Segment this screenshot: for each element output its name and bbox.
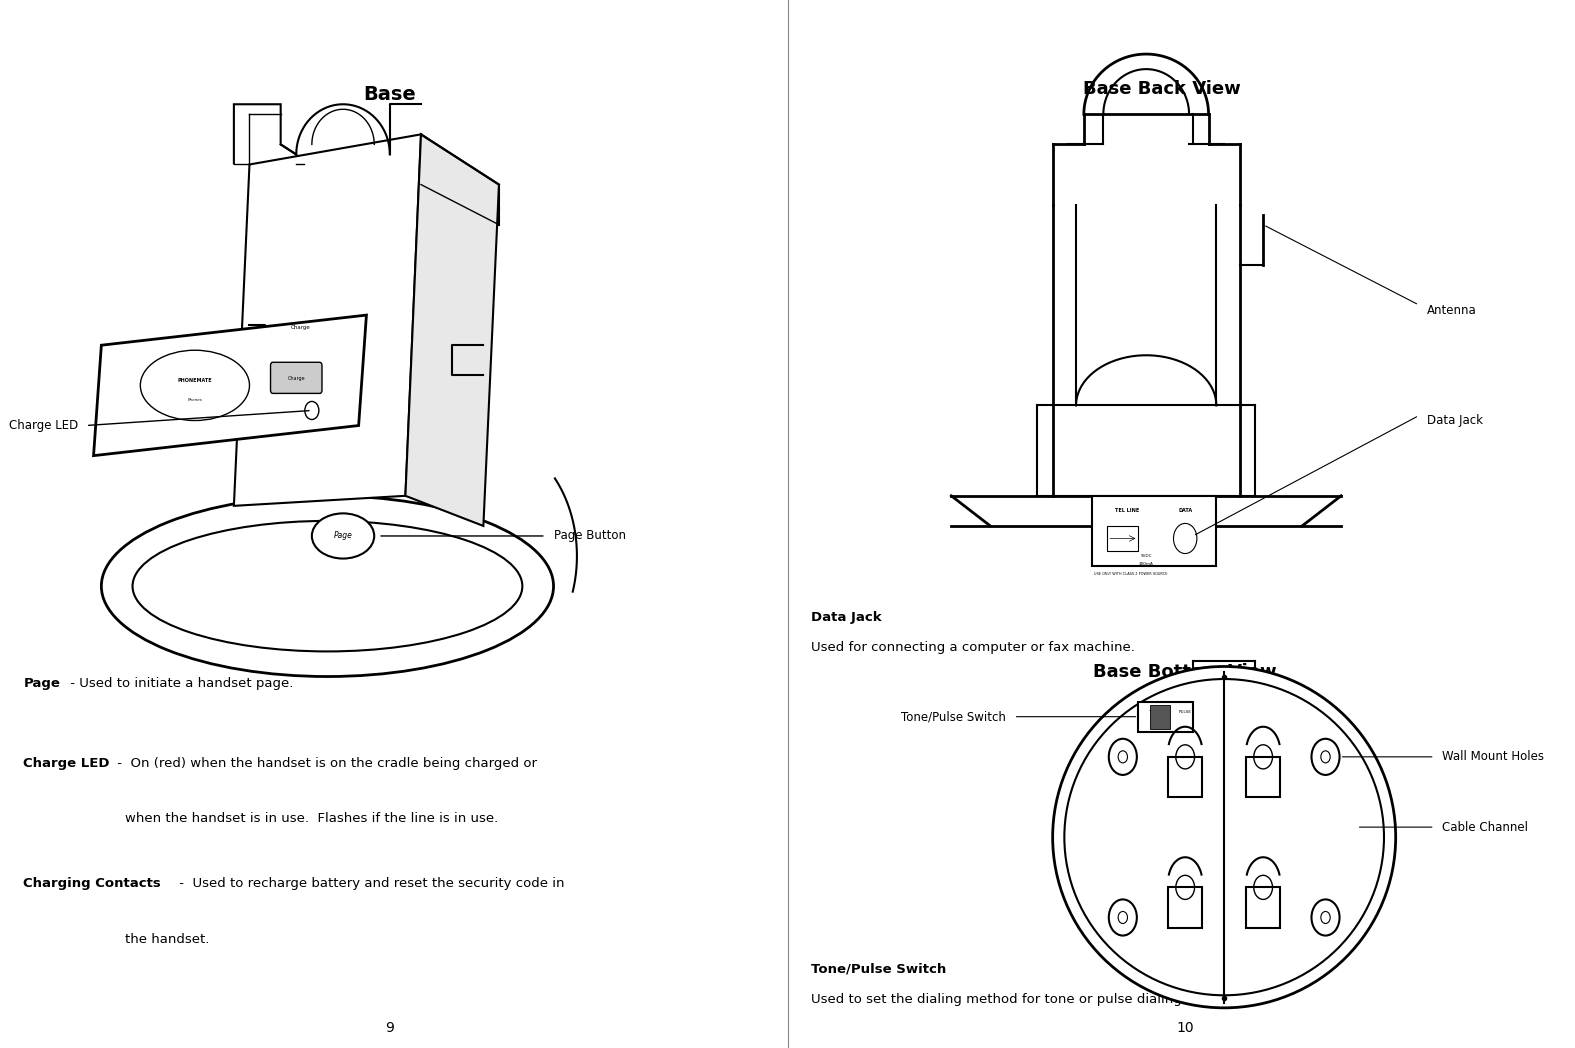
Text: Tone/Pulse Switch: Tone/Pulse Switch — [901, 711, 1006, 723]
Text: 9: 9 — [386, 1021, 394, 1035]
Polygon shape — [93, 315, 367, 456]
Text: LOCATION OF CONTROLS AND FEATURES: LOCATION OF CONTROLS AND FEATURES — [995, 13, 1375, 31]
Text: -  On (red) when the handset is on the cradle being charged or: - On (red) when the handset is on the cr… — [113, 757, 537, 770]
Bar — [1107, 526, 1139, 551]
Bar — [1169, 888, 1202, 927]
Circle shape — [1118, 912, 1128, 923]
Text: Base: Base — [364, 85, 416, 104]
Text: DATA: DATA — [1178, 508, 1192, 514]
Text: PHONEMATE: PHONEMATE — [178, 378, 213, 383]
Circle shape — [1321, 750, 1331, 763]
Text: LOCATION OF CONTROLS AND FEATURES: LOCATION OF CONTROLS AND FEATURES — [200, 13, 580, 31]
Circle shape — [1109, 739, 1137, 774]
Text: Used for connecting a computer or fax machine.: Used for connecting a computer or fax ma… — [811, 641, 1136, 654]
Circle shape — [1312, 899, 1340, 936]
Text: USE ONLY WITH CLASS 2 POWER SOURCE: USE ONLY WITH CLASS 2 POWER SOURCE — [1095, 572, 1167, 576]
Text: Charge: Charge — [290, 325, 310, 330]
Bar — [1169, 757, 1202, 796]
Text: TEL LINE: TEL LINE — [1115, 508, 1139, 514]
Text: Data Jack: Data Jack — [1427, 414, 1484, 427]
Circle shape — [1118, 750, 1128, 763]
Text: Charge LED: Charge LED — [9, 419, 79, 432]
Text: TONE: TONE — [1148, 709, 1159, 714]
Text: 9VDC: 9VDC — [1140, 554, 1151, 558]
Circle shape — [1109, 899, 1137, 936]
Text: the handset.: the handset. — [124, 933, 209, 945]
Text: - Used to initiate a handset page.: - Used to initiate a handset page. — [66, 677, 293, 690]
Text: when the handset is in use.  Flashes if the line is in use.: when the handset is in use. Flashes if t… — [124, 812, 498, 825]
Text: Charging Contacts: Charging Contacts — [24, 877, 161, 891]
Ellipse shape — [140, 350, 249, 420]
Bar — [1150, 704, 1170, 728]
Text: Used to set the dialing method for tone or pulse dialing.: Used to set the dialing method for tone … — [811, 992, 1186, 1006]
Text: Base Bottom View: Base Bottom View — [1093, 662, 1277, 680]
Text: Page Button: Page Button — [553, 529, 625, 543]
Text: Cable Channel: Cable Channel — [1443, 821, 1528, 833]
FancyBboxPatch shape — [271, 363, 321, 393]
Text: 10: 10 — [1177, 1021, 1194, 1035]
Text: Wall Mount Holes: Wall Mount Holes — [1443, 750, 1545, 763]
Text: Data Jack: Data Jack — [811, 611, 882, 625]
Text: Base Back View: Base Back View — [1084, 81, 1241, 99]
Bar — [1246, 888, 1280, 927]
Text: Tone/Pulse Switch: Tone/Pulse Switch — [811, 963, 947, 976]
Text: Phones: Phones — [187, 398, 202, 402]
Text: Antenna: Antenna — [1427, 304, 1477, 316]
Text: -  Used to recharge battery and reset the security code in: - Used to recharge battery and reset the… — [175, 877, 565, 891]
Text: PULSE: PULSE — [1178, 709, 1192, 714]
Circle shape — [1312, 739, 1340, 774]
Circle shape — [306, 401, 318, 419]
Bar — [1246, 757, 1280, 796]
Bar — [1139, 701, 1192, 732]
Text: 300mA: 300mA — [1139, 562, 1153, 566]
Polygon shape — [405, 134, 499, 526]
Bar — [1091, 496, 1216, 566]
Ellipse shape — [312, 514, 375, 559]
Polygon shape — [235, 134, 421, 506]
Text: Charge: Charge — [288, 376, 306, 380]
Text: Page: Page — [334, 531, 353, 541]
Text: Page: Page — [24, 677, 60, 690]
Circle shape — [1321, 912, 1331, 923]
Ellipse shape — [1052, 667, 1395, 1008]
Ellipse shape — [101, 496, 553, 677]
Text: Charge LED: Charge LED — [24, 757, 110, 770]
